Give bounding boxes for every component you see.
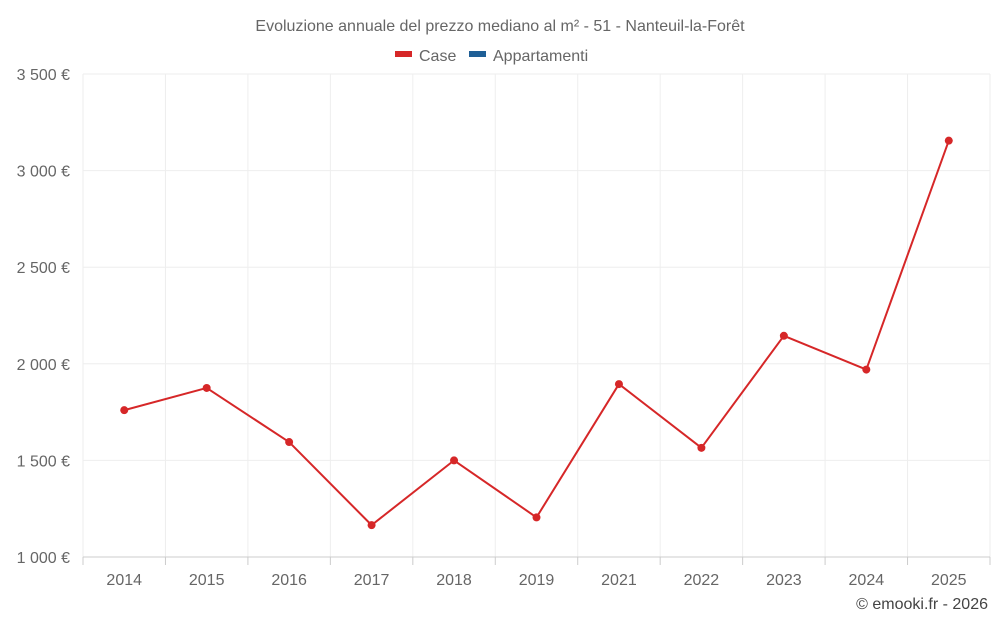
legend-label-case: Case xyxy=(419,48,456,65)
x-tick-label: 2017 xyxy=(354,572,390,589)
y-tick-label: 1 500 € xyxy=(17,453,70,470)
y-tick-label: 2 000 € xyxy=(17,357,70,374)
data-point[interactable] xyxy=(614,380,623,389)
x-tick-label: 2025 xyxy=(931,572,967,589)
x-tick-label: 2015 xyxy=(189,572,225,589)
y-tick-label: 1 000 € xyxy=(17,550,70,567)
x-tick-label: 2021 xyxy=(601,572,637,589)
x-tick-label: 2019 xyxy=(519,572,555,589)
data-point[interactable] xyxy=(862,365,871,374)
data-point[interactable] xyxy=(367,521,376,530)
data-point[interactable] xyxy=(944,136,953,145)
x-axis: 2014 2015 2016 2017 2018 2019 2021 2022 2023 2024… xyxy=(82,556,991,589)
series-case xyxy=(120,136,953,530)
legend-item-case[interactable]: Case xyxy=(395,48,456,65)
data-point[interactable] xyxy=(120,406,129,415)
chart-title: Evoluzione annuale del prezzo mediano al… xyxy=(255,18,745,35)
y-tick-label: 3 000 € xyxy=(17,164,70,181)
data-point[interactable] xyxy=(450,456,459,465)
legend-swatch-appartamenti xyxy=(469,51,486,57)
legend-swatch-case xyxy=(395,51,412,57)
data-point[interactable] xyxy=(532,513,541,522)
data-point[interactable] xyxy=(202,383,211,392)
x-tick-label: 2014 xyxy=(106,572,142,589)
x-tick-label: 2023 xyxy=(766,572,802,589)
credit: © emooki.fr - 2026 xyxy=(856,596,988,613)
x-tick-label: 2022 xyxy=(684,572,720,589)
legend-label-appartamenti: Appartamenti xyxy=(493,48,588,65)
y-tick-label: 2 500 € xyxy=(17,260,70,277)
x-tick-label: 2024 xyxy=(849,572,885,589)
x-tick-label: 2018 xyxy=(436,572,472,589)
data-point[interactable] xyxy=(697,443,706,452)
legend: Case Appartamenti xyxy=(395,48,588,65)
y-tick-label: 3 500 € xyxy=(17,67,70,84)
data-point[interactable] xyxy=(779,331,788,340)
grid xyxy=(82,73,991,557)
legend-item-appartamenti[interactable]: Appartamenti xyxy=(469,48,588,65)
data-point[interactable] xyxy=(285,438,294,447)
x-tick-label: 2016 xyxy=(271,572,307,589)
y-axis: 1 000 € 1 500 € 2 000 € 2 500 € 3 000 € 3 500… xyxy=(17,67,70,567)
